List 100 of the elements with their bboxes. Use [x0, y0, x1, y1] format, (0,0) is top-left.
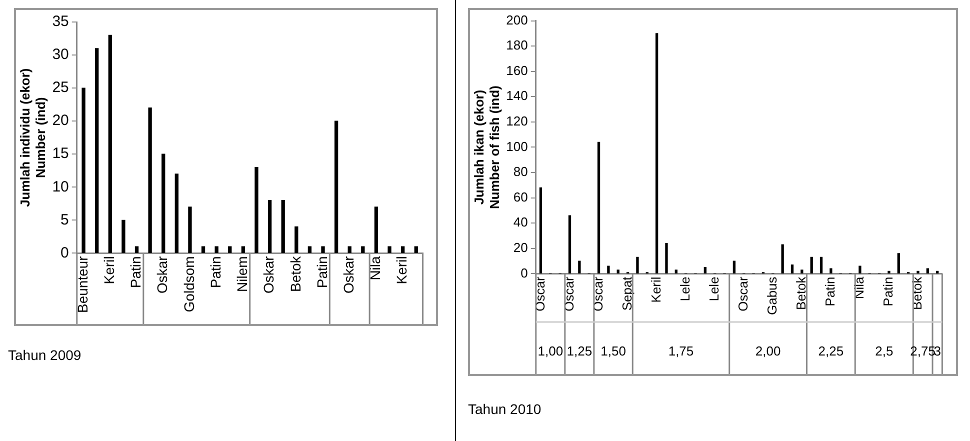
y-tick-label: 5	[60, 211, 69, 228]
y-tick-label: 30	[52, 46, 69, 64]
bar	[790, 264, 794, 274]
bar	[800, 270, 804, 274]
y-tick-label: 60	[513, 189, 528, 204]
bar	[122, 220, 126, 254]
y-tick-label: 200	[506, 12, 528, 28]
x-tick-label: Oscar	[561, 276, 576, 312]
x-tick-label: Oscar	[735, 276, 750, 312]
bar	[400, 246, 405, 254]
bar	[334, 120, 338, 254]
bar	[308, 246, 312, 254]
x-tick-label: Beunteur	[74, 256, 90, 314]
text: Tahun 2009	[8, 347, 82, 363]
bar	[201, 246, 206, 254]
bar	[214, 246, 218, 254]
bar	[294, 226, 298, 254]
text: 2,25	[818, 344, 844, 359]
x-tick-label: Oscar	[590, 276, 606, 312]
bar	[704, 267, 707, 274]
text: 2,75	[910, 344, 936, 359]
bar	[348, 246, 352, 254]
bar	[830, 268, 832, 274]
y-tick-label: 120	[506, 114, 528, 129]
text: 3	[934, 344, 941, 359]
bar	[174, 174, 178, 254]
bar	[361, 246, 365, 254]
bar	[162, 154, 166, 254]
bar	[888, 270, 890, 274]
bar	[732, 260, 736, 274]
bar	[597, 142, 600, 274]
bar	[374, 206, 378, 254]
bar	[281, 200, 285, 254]
y-tick-label: 25	[52, 79, 69, 96]
x-tick-label: Keril	[648, 276, 664, 303]
bar	[134, 246, 139, 254]
bar	[82, 88, 86, 254]
x-tick-label: Sepat	[619, 276, 634, 311]
x-tick-label: Patin	[822, 276, 838, 306]
x-tick-label: Betok	[793, 276, 808, 310]
y-tick-label: 100	[506, 138, 528, 154]
bar	[810, 256, 813, 274]
bar	[674, 270, 678, 274]
y-tick-label: 35	[52, 13, 69, 30]
bar	[414, 246, 418, 254]
bar	[578, 260, 581, 274]
bar	[616, 270, 620, 274]
text: 1,50	[600, 344, 626, 359]
y-axis-title: Jumlah ikan (ekor) Number of fish (ind)	[471, 86, 502, 209]
bar	[188, 206, 192, 254]
bar	[897, 253, 900, 274]
x-tick-label: Patin	[880, 276, 896, 306]
x-tick-label: Patin	[314, 256, 330, 288]
bar	[254, 166, 258, 254]
bar	[148, 108, 152, 254]
x-tick-label: Oscar	[532, 276, 548, 312]
bar	[268, 200, 272, 254]
bar	[95, 48, 99, 254]
x-tick-label: Lele	[706, 276, 722, 302]
x-tick-label: Gabus	[764, 276, 780, 316]
x-tick-label: Patin	[207, 256, 224, 288]
x-tick-label: Keril	[394, 256, 410, 284]
bar	[228, 246, 232, 254]
bar	[568, 215, 572, 274]
y-tick-label: 20	[52, 112, 69, 130]
x-tick-label: Oskar	[260, 256, 277, 294]
text: 1,25	[566, 344, 592, 359]
text: 1,75	[668, 344, 694, 359]
y-tick-label: 10	[52, 178, 69, 196]
bar	[539, 187, 542, 274]
y-tick-label: 20	[513, 240, 528, 255]
x-tick-label: Lele	[677, 276, 692, 302]
y-tick-label: 0	[60, 244, 69, 262]
x-tick-label: Oskar	[154, 256, 170, 294]
x-tick-label: Keril	[101, 256, 118, 284]
x-tick-label: Nilem	[234, 256, 250, 292]
text: 2,5	[875, 344, 894, 359]
text: 2,00	[755, 344, 781, 359]
x-tick-label: Betok	[287, 255, 304, 292]
y-tick-label: 80	[513, 164, 528, 180]
y-tick-label: 40	[513, 214, 528, 230]
y-tick-label: 15	[52, 145, 69, 162]
x-tick-label: Goldsom	[180, 256, 197, 312]
bar	[858, 266, 862, 274]
y-axis-title: Jumlah individu (ekor) Number (ind)	[17, 68, 48, 207]
y-tick-label: 140	[506, 88, 528, 104]
bar	[321, 246, 325, 254]
y-tick-label: 180	[506, 38, 528, 53]
x-tick-label: Nila	[367, 256, 384, 280]
y-tick-label: 160	[506, 62, 528, 78]
x-tick-label: Oskar	[340, 256, 356, 294]
y-tick-label: 0	[520, 265, 528, 280]
x-tick-label: Patin	[128, 256, 144, 288]
bar	[820, 256, 823, 274]
bar	[241, 246, 246, 254]
text: 1,00	[538, 344, 564, 359]
bar	[655, 33, 658, 274]
bar	[607, 266, 610, 274]
bar	[636, 256, 639, 274]
text: Tahun 2010	[468, 401, 542, 417]
